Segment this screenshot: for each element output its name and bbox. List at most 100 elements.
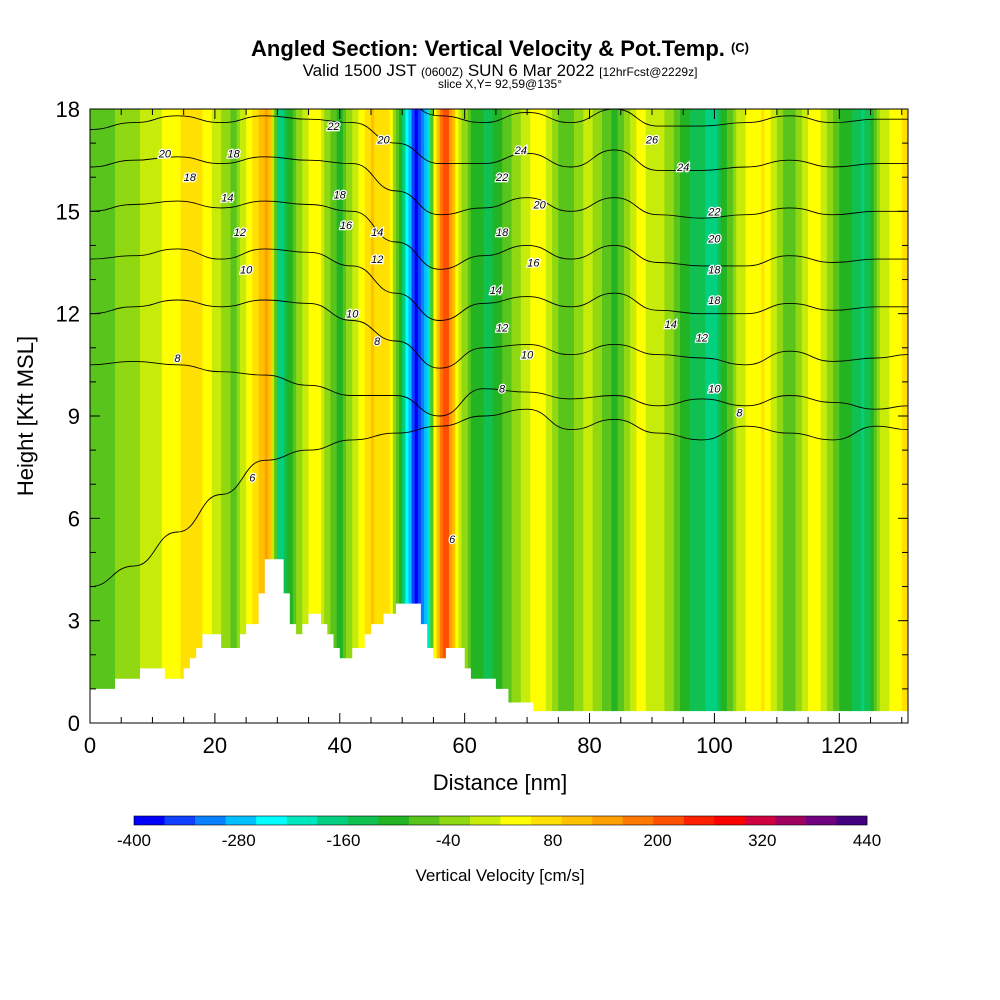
theta-contour-10	[90, 299, 908, 369]
velocity-column	[595, 109, 600, 723]
velocity-column	[717, 109, 722, 723]
velocity-column	[798, 109, 803, 723]
colorbar-swatch	[225, 816, 257, 825]
velocity-column	[108, 109, 113, 723]
y-tick-label: 9	[68, 404, 80, 429]
velocity-column	[823, 109, 828, 723]
velocity-column	[655, 109, 659, 723]
velocity-column	[627, 109, 631, 723]
velocity-column	[514, 109, 519, 723]
y-tick-label: 18	[56, 97, 80, 122]
velocity-column	[314, 109, 319, 723]
colorbar-swatch	[805, 816, 837, 825]
velocity-column	[395, 109, 400, 723]
velocity-column	[779, 109, 784, 723]
velocity-column	[614, 109, 619, 723]
velocity-field	[90, 109, 908, 723]
velocity-column	[155, 109, 160, 723]
x-axis-label: Distance [nm]	[433, 770, 568, 795]
velocity-column	[820, 109, 825, 723]
velocity-column	[608, 109, 612, 723]
colorbar-swatch	[378, 816, 410, 825]
velocity-column	[664, 109, 669, 723]
velocity-column	[689, 109, 694, 723]
velocity-column	[124, 109, 129, 723]
colorbar-tick-label: 200	[643, 831, 671, 850]
velocity-column	[633, 109, 637, 723]
velocity-column	[352, 109, 356, 723]
velocity-column	[745, 109, 750, 723]
velocity-column	[889, 109, 893, 723]
velocity-column	[227, 109, 232, 723]
velocity-column	[324, 109, 328, 723]
velocity-column	[355, 109, 360, 723]
velocity-column	[617, 109, 622, 723]
colorbar-swatch	[317, 816, 349, 825]
colorbar: -400 -280 -160 -40 80 200 320 440	[117, 815, 881, 850]
velocity-column	[733, 109, 737, 723]
velocity-column	[389, 109, 394, 723]
velocity-column	[246, 109, 250, 723]
colorbar-tick-label: -40	[436, 831, 461, 850]
velocity-column	[592, 109, 597, 723]
velocity-column	[892, 109, 897, 723]
colorbar-swatch	[134, 816, 165, 825]
velocity-column	[708, 109, 712, 723]
velocity-column	[495, 109, 500, 723]
contour-label: 12	[371, 254, 383, 266]
velocity-column	[589, 109, 594, 723]
theta-contour-16	[90, 156, 908, 219]
velocity-column	[255, 109, 260, 723]
velocity-column	[726, 109, 731, 723]
colorbar-tick-label: 320	[748, 831, 776, 850]
contour-label: 18	[708, 264, 721, 276]
velocity-column	[455, 109, 460, 723]
velocity-column	[189, 109, 194, 723]
velocity-column	[801, 109, 806, 723]
contour-label: 12	[496, 322, 508, 334]
colorbar-swatch	[286, 816, 318, 825]
velocity-column	[577, 109, 581, 723]
velocity-column	[230, 109, 235, 723]
velocity-column	[174, 109, 179, 723]
velocity-column	[193, 109, 197, 723]
contour-label: 16	[340, 220, 353, 232]
velocity-column	[836, 109, 840, 723]
velocity-column	[130, 109, 135, 723]
velocity-column	[370, 109, 375, 723]
velocity-column	[180, 109, 185, 723]
velocity-column	[567, 109, 572, 723]
velocity-column	[267, 109, 272, 723]
velocity-column	[792, 109, 797, 723]
velocity-column	[489, 109, 494, 723]
colorbar-swatch	[439, 816, 471, 825]
velocity-column	[377, 109, 381, 723]
velocity-column	[605, 109, 609, 723]
x-tick-label: 60	[452, 733, 476, 758]
contour-label: 18	[708, 295, 721, 307]
colorbar-swatch	[469, 816, 501, 825]
velocity-column	[139, 109, 144, 723]
velocity-column	[380, 109, 385, 723]
velocity-column	[876, 109, 881, 723]
velocity-column	[826, 109, 831, 723]
y-tick-label: 12	[56, 302, 80, 327]
velocity-column	[839, 109, 844, 723]
velocity-column	[111, 109, 116, 723]
velocity-column	[602, 109, 606, 723]
velocity-column	[114, 109, 119, 723]
x-tick-label: 120	[821, 733, 858, 758]
velocity-column	[249, 109, 253, 723]
velocity-column	[333, 109, 338, 723]
velocity-column	[620, 109, 625, 723]
velocity-column	[648, 109, 653, 723]
velocity-column	[305, 109, 310, 723]
contour-label: 8	[374, 336, 381, 348]
contour-label: 10	[708, 384, 721, 396]
velocity-column	[523, 109, 528, 723]
velocity-column	[339, 109, 344, 723]
contour-label: 18	[334, 189, 347, 201]
velocity-column	[224, 109, 228, 723]
x-tick-label: 80	[577, 733, 601, 758]
velocity-column	[811, 109, 815, 723]
